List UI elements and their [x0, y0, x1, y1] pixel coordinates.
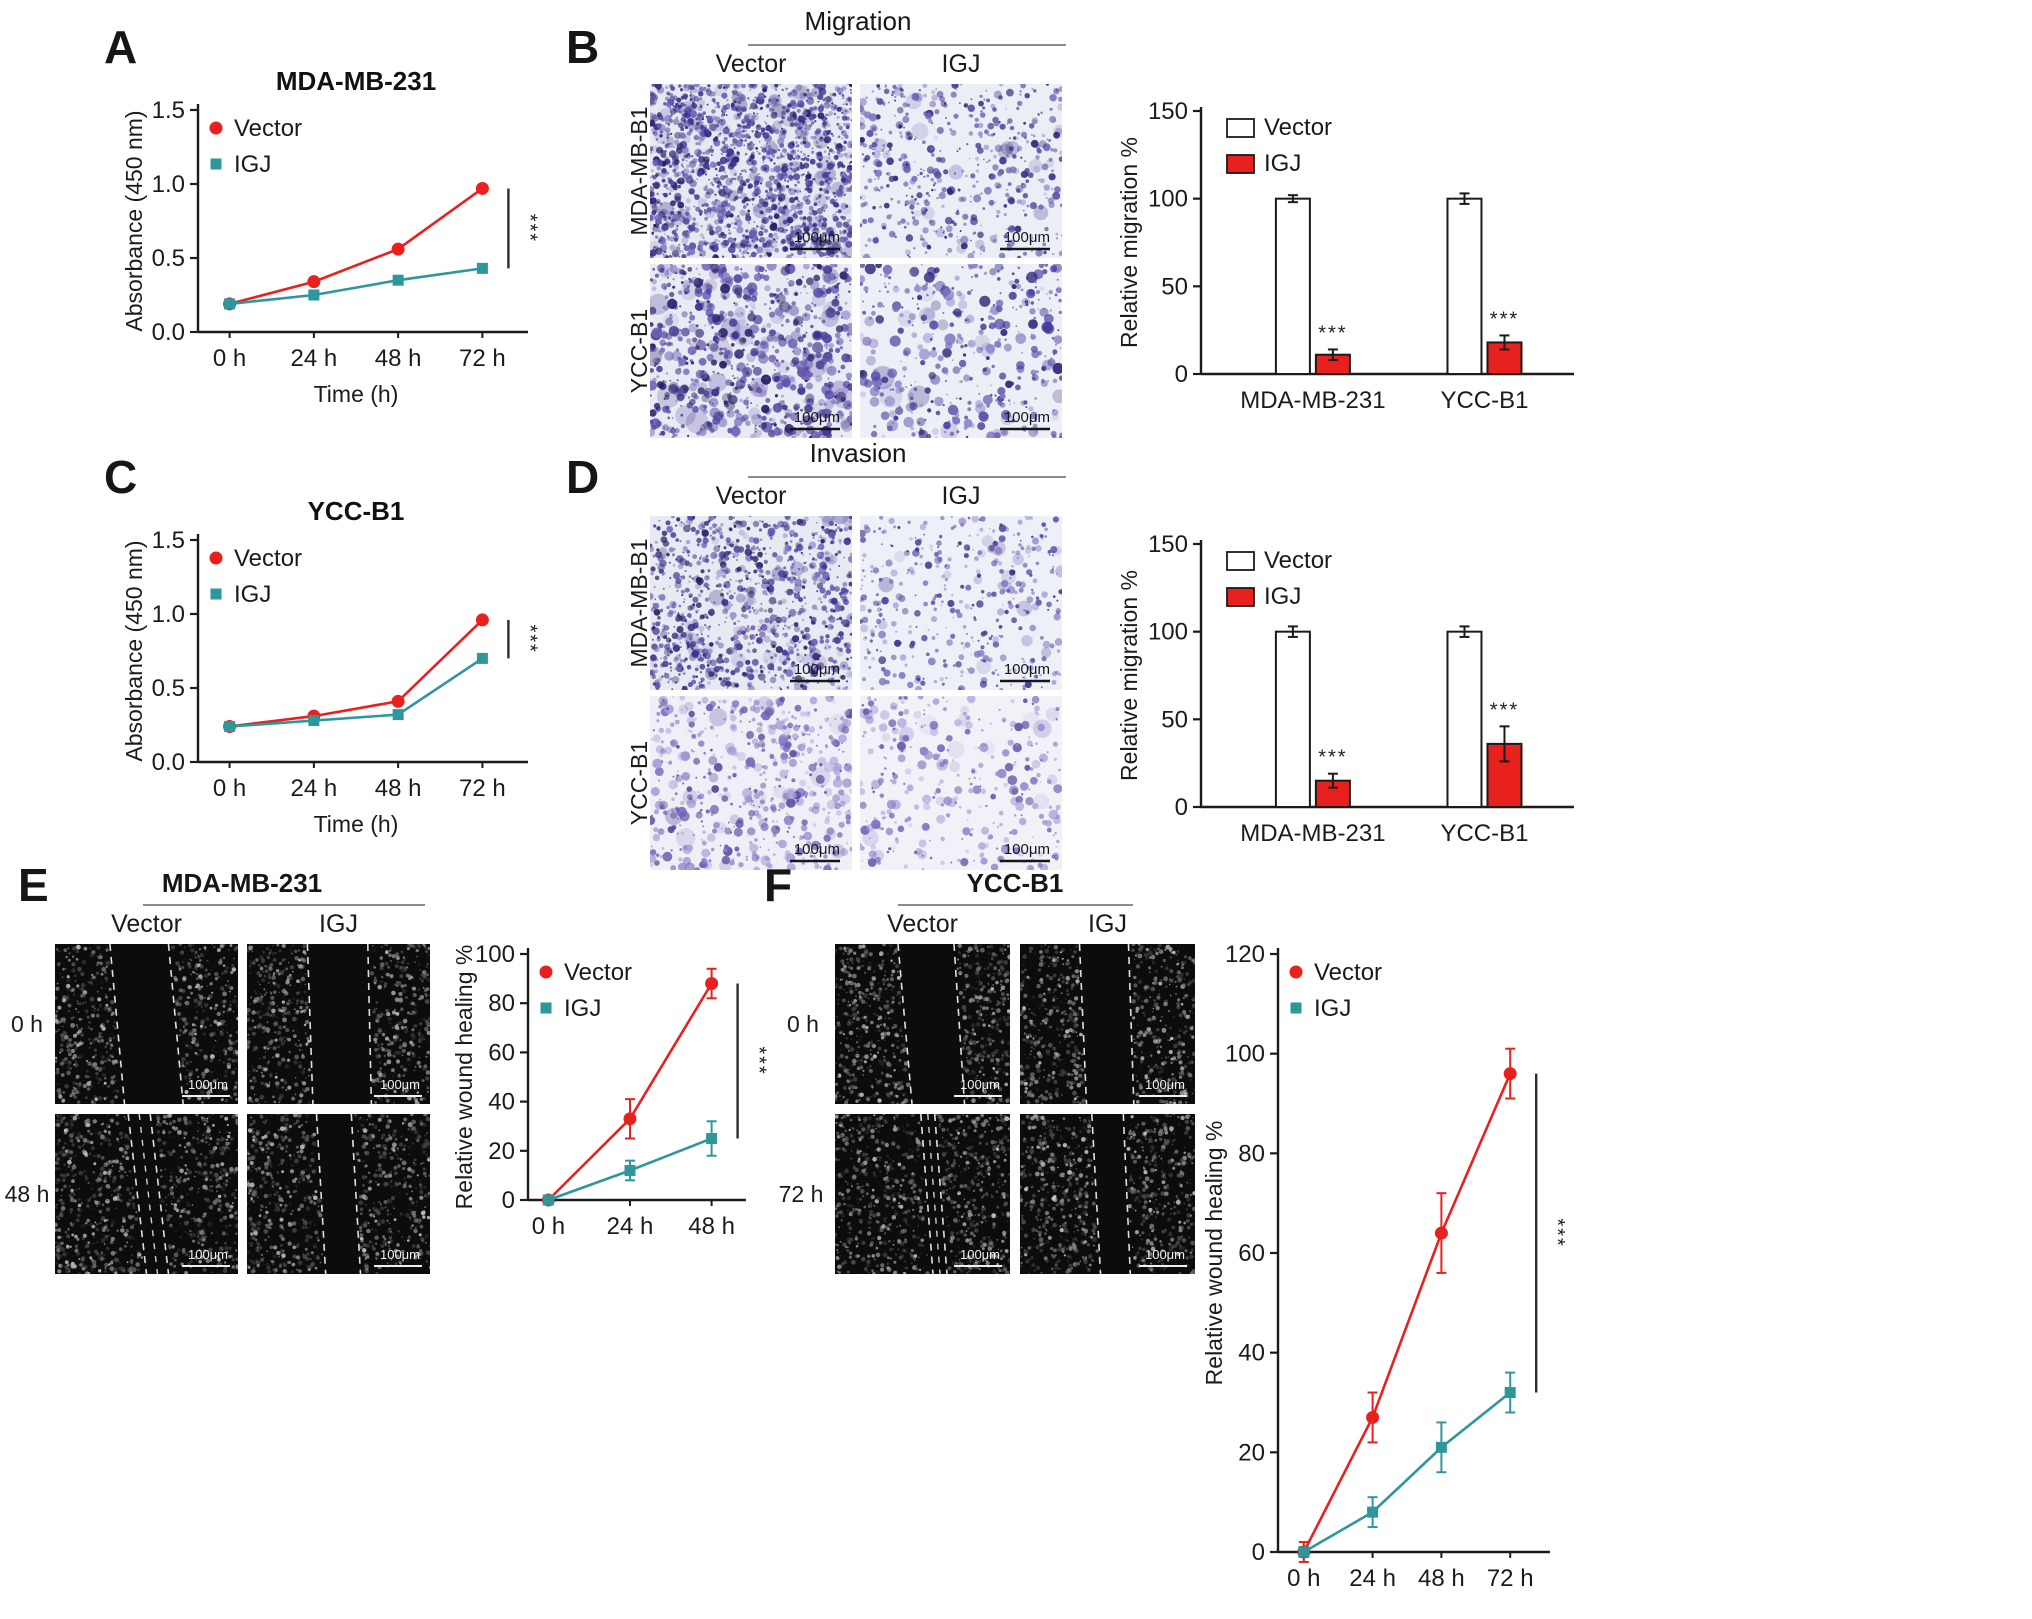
- svg-text:MDA-MB-231: MDA-MB-231: [1240, 387, 1385, 414]
- migration-column-header-vector: Vector: [715, 50, 787, 78]
- migration-row-label-ycc-b1: YCC-B1: [626, 308, 652, 394]
- svg-text:1.5: 1.5: [152, 527, 185, 554]
- svg-text:100μm: 100μm: [794, 229, 840, 246]
- svg-text:1.0: 1.0: [152, 601, 185, 628]
- invasion-header-underline: [748, 476, 1066, 478]
- svg-text:0.5: 0.5: [152, 245, 185, 272]
- svg-text:IGJ: IGJ: [234, 581, 271, 608]
- wound-image-e-48h-igj: 100μm: [247, 1114, 430, 1274]
- migration-column-header-igj: IGJ: [941, 50, 981, 78]
- invasion-image-mda-vector: 100μm: [650, 516, 852, 690]
- panel-d-label: D: [566, 451, 600, 503]
- svg-text:Absorbance (450 nm): Absorbance (450 nm): [121, 540, 147, 761]
- svg-text:Vector: Vector: [234, 545, 302, 572]
- wound-image-f-0h-igj: 100μm: [1020, 944, 1195, 1104]
- wound-f-column-header-igj: IGJ: [1088, 910, 1127, 938]
- svg-text:100μm: 100μm: [794, 661, 840, 678]
- svg-text:72 h: 72 h: [459, 345, 506, 372]
- svg-text:100μm: 100μm: [1004, 409, 1050, 426]
- svg-text:150: 150: [1148, 98, 1188, 125]
- panel-f-label: F: [764, 859, 793, 911]
- migration-image-ycc-vector: 100μm: [650, 264, 852, 438]
- svg-text:24 h: 24 h: [291, 345, 338, 372]
- svg-text:Time (h): Time (h): [314, 811, 399, 837]
- wound-image-e-0h-igj: 100μm: [247, 944, 430, 1104]
- svg-text:***: ***: [1318, 322, 1347, 344]
- svg-text:100: 100: [1148, 186, 1188, 213]
- wound-e-row-label-48h: 48 h: [4, 1181, 50, 1207]
- svg-text:50: 50: [1161, 273, 1188, 300]
- invasion-row-label-mda-mb-b1: MDA-MB-B1: [626, 538, 652, 668]
- svg-text:48 h: 48 h: [375, 345, 422, 372]
- migration-image-ycc-igj: 100μm: [860, 264, 1062, 438]
- svg-text:MDA-MB-231: MDA-MB-231: [276, 66, 436, 96]
- svg-text:IGJ: IGJ: [234, 151, 271, 178]
- svg-text:YCC-B1: YCC-B1: [308, 496, 405, 526]
- invasion-row-label-ycc-b1: YCC-B1: [626, 740, 652, 826]
- migration-header: Migration: [804, 6, 912, 36]
- cck8-chart-ycc-b1: 0.0 0.5 1.0 1.5 0 h 24 h 48 h 72 h Absorbance (4…: [121, 496, 540, 837]
- panel-b-label: B: [566, 21, 600, 73]
- svg-text:100μm: 100μm: [794, 409, 840, 426]
- wound-image-f-72h-vector: 100μm: [835, 1114, 1010, 1274]
- svg-text:IGJ: IGJ: [1264, 150, 1301, 177]
- panel-c-label: C: [104, 451, 138, 503]
- wound-f-column-header-vector: Vector: [887, 910, 958, 938]
- cck8-chart-mda-mb-231: 0.0 0.5 1.0 1.5 0 h 24 h 48 h 72 h Absorbance (4…: [121, 66, 540, 407]
- svg-text:0.5: 0.5: [152, 675, 185, 702]
- wound-image-f-72h-igj: 100μm: [1020, 1114, 1195, 1274]
- wound-f-row-label-72h: 72 h: [778, 1181, 824, 1207]
- wound-e-column-header-vector: Vector: [111, 910, 182, 938]
- wound-image-f-0h-vector: 100μm: [835, 944, 1010, 1104]
- wound-f-header-underline: [898, 904, 1133, 906]
- wound-f-row-label-0h: 0 h: [787, 1011, 819, 1037]
- svg-text:Absorbance (450 nm): Absorbance (450 nm): [121, 110, 147, 331]
- invasion-image-ycc-igj: 100μm: [860, 696, 1062, 870]
- svg-text:YCC-B1: YCC-B1: [1440, 387, 1528, 414]
- svg-text:0: 0: [1175, 361, 1188, 388]
- migration-image-mda-igj: 100μm: [860, 84, 1062, 258]
- svg-text:100μm: 100μm: [1004, 229, 1050, 246]
- invasion-image-ycc-vector: 100μm: [650, 696, 852, 870]
- svg-text:Vector: Vector: [1264, 114, 1332, 141]
- svg-text:48 h: 48 h: [375, 775, 422, 802]
- svg-text:Relative migration %: Relative migration %: [1116, 137, 1142, 348]
- svg-text:Vector: Vector: [234, 115, 302, 142]
- svg-text:1.5: 1.5: [152, 97, 185, 124]
- svg-text:0.0: 0.0: [152, 319, 185, 346]
- wound-e-column-header-igj: IGJ: [319, 910, 358, 938]
- svg-text:0 h: 0 h: [213, 345, 246, 372]
- migration-header-underline: [748, 44, 1066, 46]
- svg-text:***: ***: [518, 214, 540, 243]
- migration-image-mda-vector: 100μm: [650, 84, 852, 258]
- migration-row-label-mda-mb-b1: MDA-MB-B1: [626, 106, 652, 236]
- panel-e-label: E: [18, 859, 49, 911]
- wound-image-e-48h-vector: 100μm: [55, 1114, 238, 1274]
- svg-text:1.0: 1.0: [152, 171, 185, 198]
- svg-text:***: ***: [1490, 308, 1519, 330]
- invasion-column-header-igj: IGJ: [941, 482, 981, 510]
- svg-text:72 h: 72 h: [459, 775, 506, 802]
- wound-f-header: YCC-B1: [966, 868, 1064, 898]
- wound-e-header: MDA-MB-231: [161, 868, 323, 898]
- wound-e-header-underline: [143, 904, 425, 906]
- svg-text:Time (h): Time (h): [314, 381, 399, 407]
- svg-text:0.0: 0.0: [152, 749, 185, 776]
- svg-text:0 h: 0 h: [213, 775, 246, 802]
- invasion-column-header-vector: Vector: [715, 482, 787, 510]
- panel-a-label: A: [104, 21, 138, 73]
- svg-text:***: ***: [518, 624, 540, 653]
- invasion-header: Invasion: [809, 438, 907, 468]
- invasion-image-mda-igj: 100μm: [860, 516, 1062, 690]
- wound-e-row-label-0h: 0 h: [11, 1011, 43, 1037]
- svg-text:24 h: 24 h: [291, 775, 338, 802]
- wound-image-e-0h-vector: 100μm: [55, 944, 238, 1104]
